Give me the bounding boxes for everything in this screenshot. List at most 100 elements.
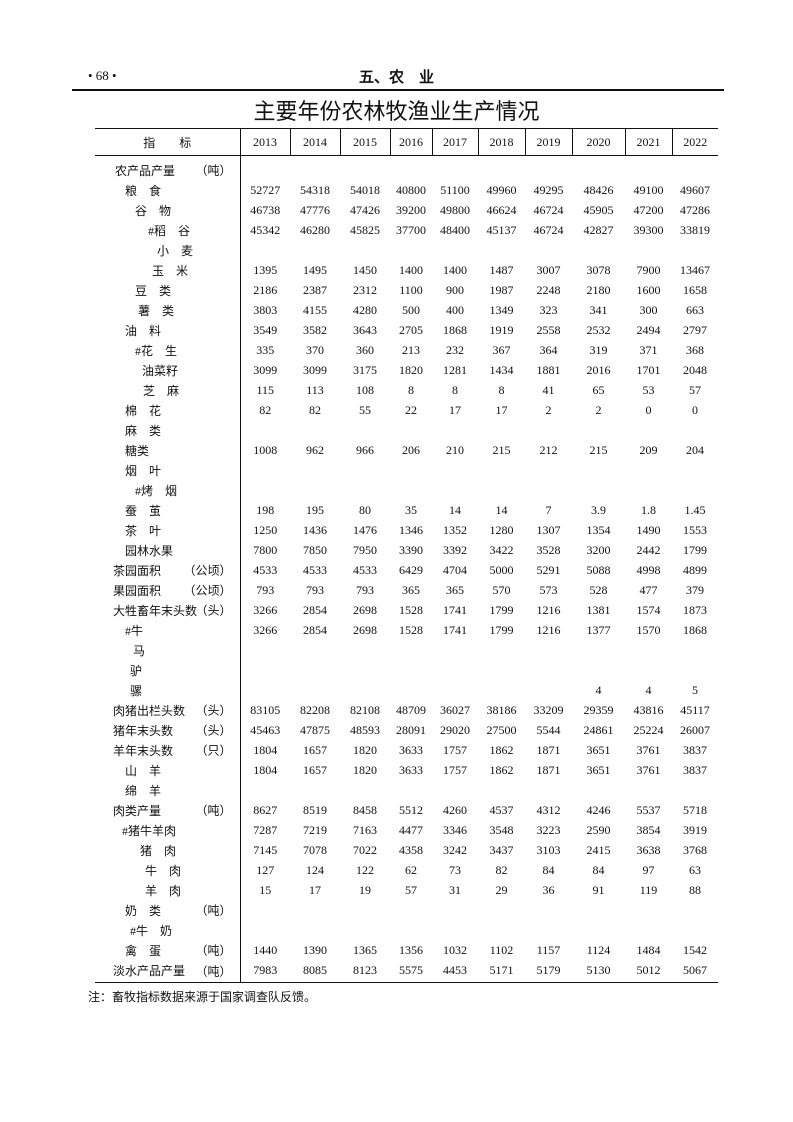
cell-value: 1871 (536, 762, 561, 777)
value-cell (478, 156, 525, 181)
cell-value: 1008 (253, 442, 278, 457)
value-cell: 1356 (390, 940, 432, 960)
value-cell (572, 780, 625, 800)
value-cell: 3103 (525, 840, 572, 860)
value-cell (625, 240, 672, 260)
value-cell (432, 156, 478, 181)
value-cell: 1919 (478, 320, 525, 340)
cell-value: 365 (446, 582, 464, 597)
value-cell: 36 (525, 880, 572, 900)
value-cell: 1377 (572, 620, 625, 640)
value-cell: 2442 (625, 540, 672, 560)
value-cell: 91 (572, 880, 625, 900)
row-label-cell: #烤 烟 (95, 480, 241, 500)
cell-value: 8 (498, 382, 505, 397)
cell-value: 1390 (303, 942, 327, 957)
cell-value: 84 (592, 862, 605, 877)
row-label-cell: 蚕 茧 (95, 500, 241, 520)
value-cell: 1600 (625, 280, 672, 300)
value-cell: 3548 (478, 820, 525, 840)
value-cell: 213 (390, 340, 432, 360)
value-cell (390, 156, 432, 181)
row-label: 肉类产量 (113, 803, 162, 818)
cell-value: 1868 (443, 322, 467, 337)
cell-value: 1741 (443, 602, 467, 617)
value-cell: 55 (340, 400, 390, 420)
value-cell (478, 780, 525, 800)
value-cell: 4998 (625, 560, 672, 580)
cell-value: 1820 (353, 742, 377, 757)
value-cell: 47875 (290, 720, 340, 740)
cell-value: 36027 (440, 702, 470, 717)
cell-value: 45825 (350, 222, 380, 237)
value-cell (478, 920, 525, 940)
value-cell: 3549 (240, 320, 290, 340)
cell-value: 24861 (583, 722, 614, 737)
table-row: 果园面积 （公顷） 793 793 793 365 365 570 573 528 477 379 (95, 580, 718, 600)
value-cell (240, 680, 290, 700)
row-label-cell: 麻 类 (95, 420, 241, 440)
value-cell: 3078 (572, 260, 625, 280)
value-cell: 45342 (240, 220, 290, 240)
value-cell (525, 156, 572, 181)
value-cell: 113 (290, 380, 340, 400)
cell-value: 8123 (353, 962, 377, 977)
cell-value: 3422 (489, 542, 514, 557)
cell-value: 5718 (683, 802, 707, 817)
value-cell: 46280 (290, 220, 340, 240)
value-cell (478, 460, 525, 480)
value-cell (572, 660, 625, 680)
year-header: 2013 (239, 128, 290, 156)
cell-value: 528 (589, 582, 608, 597)
year-header: 2016 (389, 128, 432, 156)
row-label-cell: 小 麦 (95, 240, 241, 260)
cell-value: 27500 (486, 722, 517, 737)
cell-value: 46624 (486, 202, 517, 217)
value-cell: 82 (290, 400, 340, 420)
value-cell: 1741 (432, 600, 478, 620)
row-label-cell: 粮 食 (95, 180, 241, 200)
table-row: 油菜籽 3099 3099 3175 1820 1281 1434 1881 2016 1701 2… (95, 360, 718, 380)
cell-value: 5512 (399, 802, 423, 817)
value-cell: 3528 (525, 540, 572, 560)
value-cell (525, 780, 572, 800)
row-label-cell: 芝 麻 (95, 380, 241, 400)
value-cell (240, 920, 290, 940)
row-label: 小 麦 (157, 243, 194, 258)
value-cell (340, 660, 390, 680)
cell-value: 4453 (443, 962, 467, 977)
value-cell: 14 (432, 500, 478, 520)
cell-value: 3837 (683, 762, 707, 777)
value-cell: 88 (672, 880, 718, 900)
cell-value: 5000 (489, 562, 514, 577)
cell-value: 1395 (253, 262, 278, 277)
row-unit: （头） (195, 603, 232, 618)
cell-value: 47875 (300, 722, 330, 737)
cell-value: 8627 (253, 802, 278, 817)
cell-value: 500 (402, 302, 420, 317)
indicator-header: 指 标 (95, 128, 240, 156)
value-cell (432, 680, 478, 700)
row-label: #牛 奶 (130, 923, 173, 938)
value-cell (240, 640, 290, 660)
value-cell (240, 240, 290, 260)
cell-value: 1216 (536, 602, 561, 617)
cell-value: 2016 (586, 362, 611, 377)
table-row: 驴 (95, 660, 718, 680)
value-cell (390, 660, 432, 680)
value-cell: 1.8 (625, 500, 672, 520)
cell-value: 7850 (303, 542, 327, 557)
cell-value: 88 (689, 882, 701, 897)
cell-value: 5291 (536, 562, 561, 577)
cell-value: 2705 (399, 322, 423, 337)
value-cell (672, 660, 718, 680)
cell-value: 3582 (303, 322, 327, 337)
value-cell: 2387 (290, 280, 340, 300)
row-label: 豆 类 (135, 283, 172, 298)
cell-value: 48709 (396, 702, 426, 717)
cell-value: 1346 (399, 522, 423, 537)
cell-value: 51100 (440, 182, 470, 197)
row-label: 羊 肉 (145, 883, 182, 898)
value-cell: 1553 (672, 520, 718, 540)
row-label-cell: 肉猪出栏头数 （头） (95, 700, 241, 720)
